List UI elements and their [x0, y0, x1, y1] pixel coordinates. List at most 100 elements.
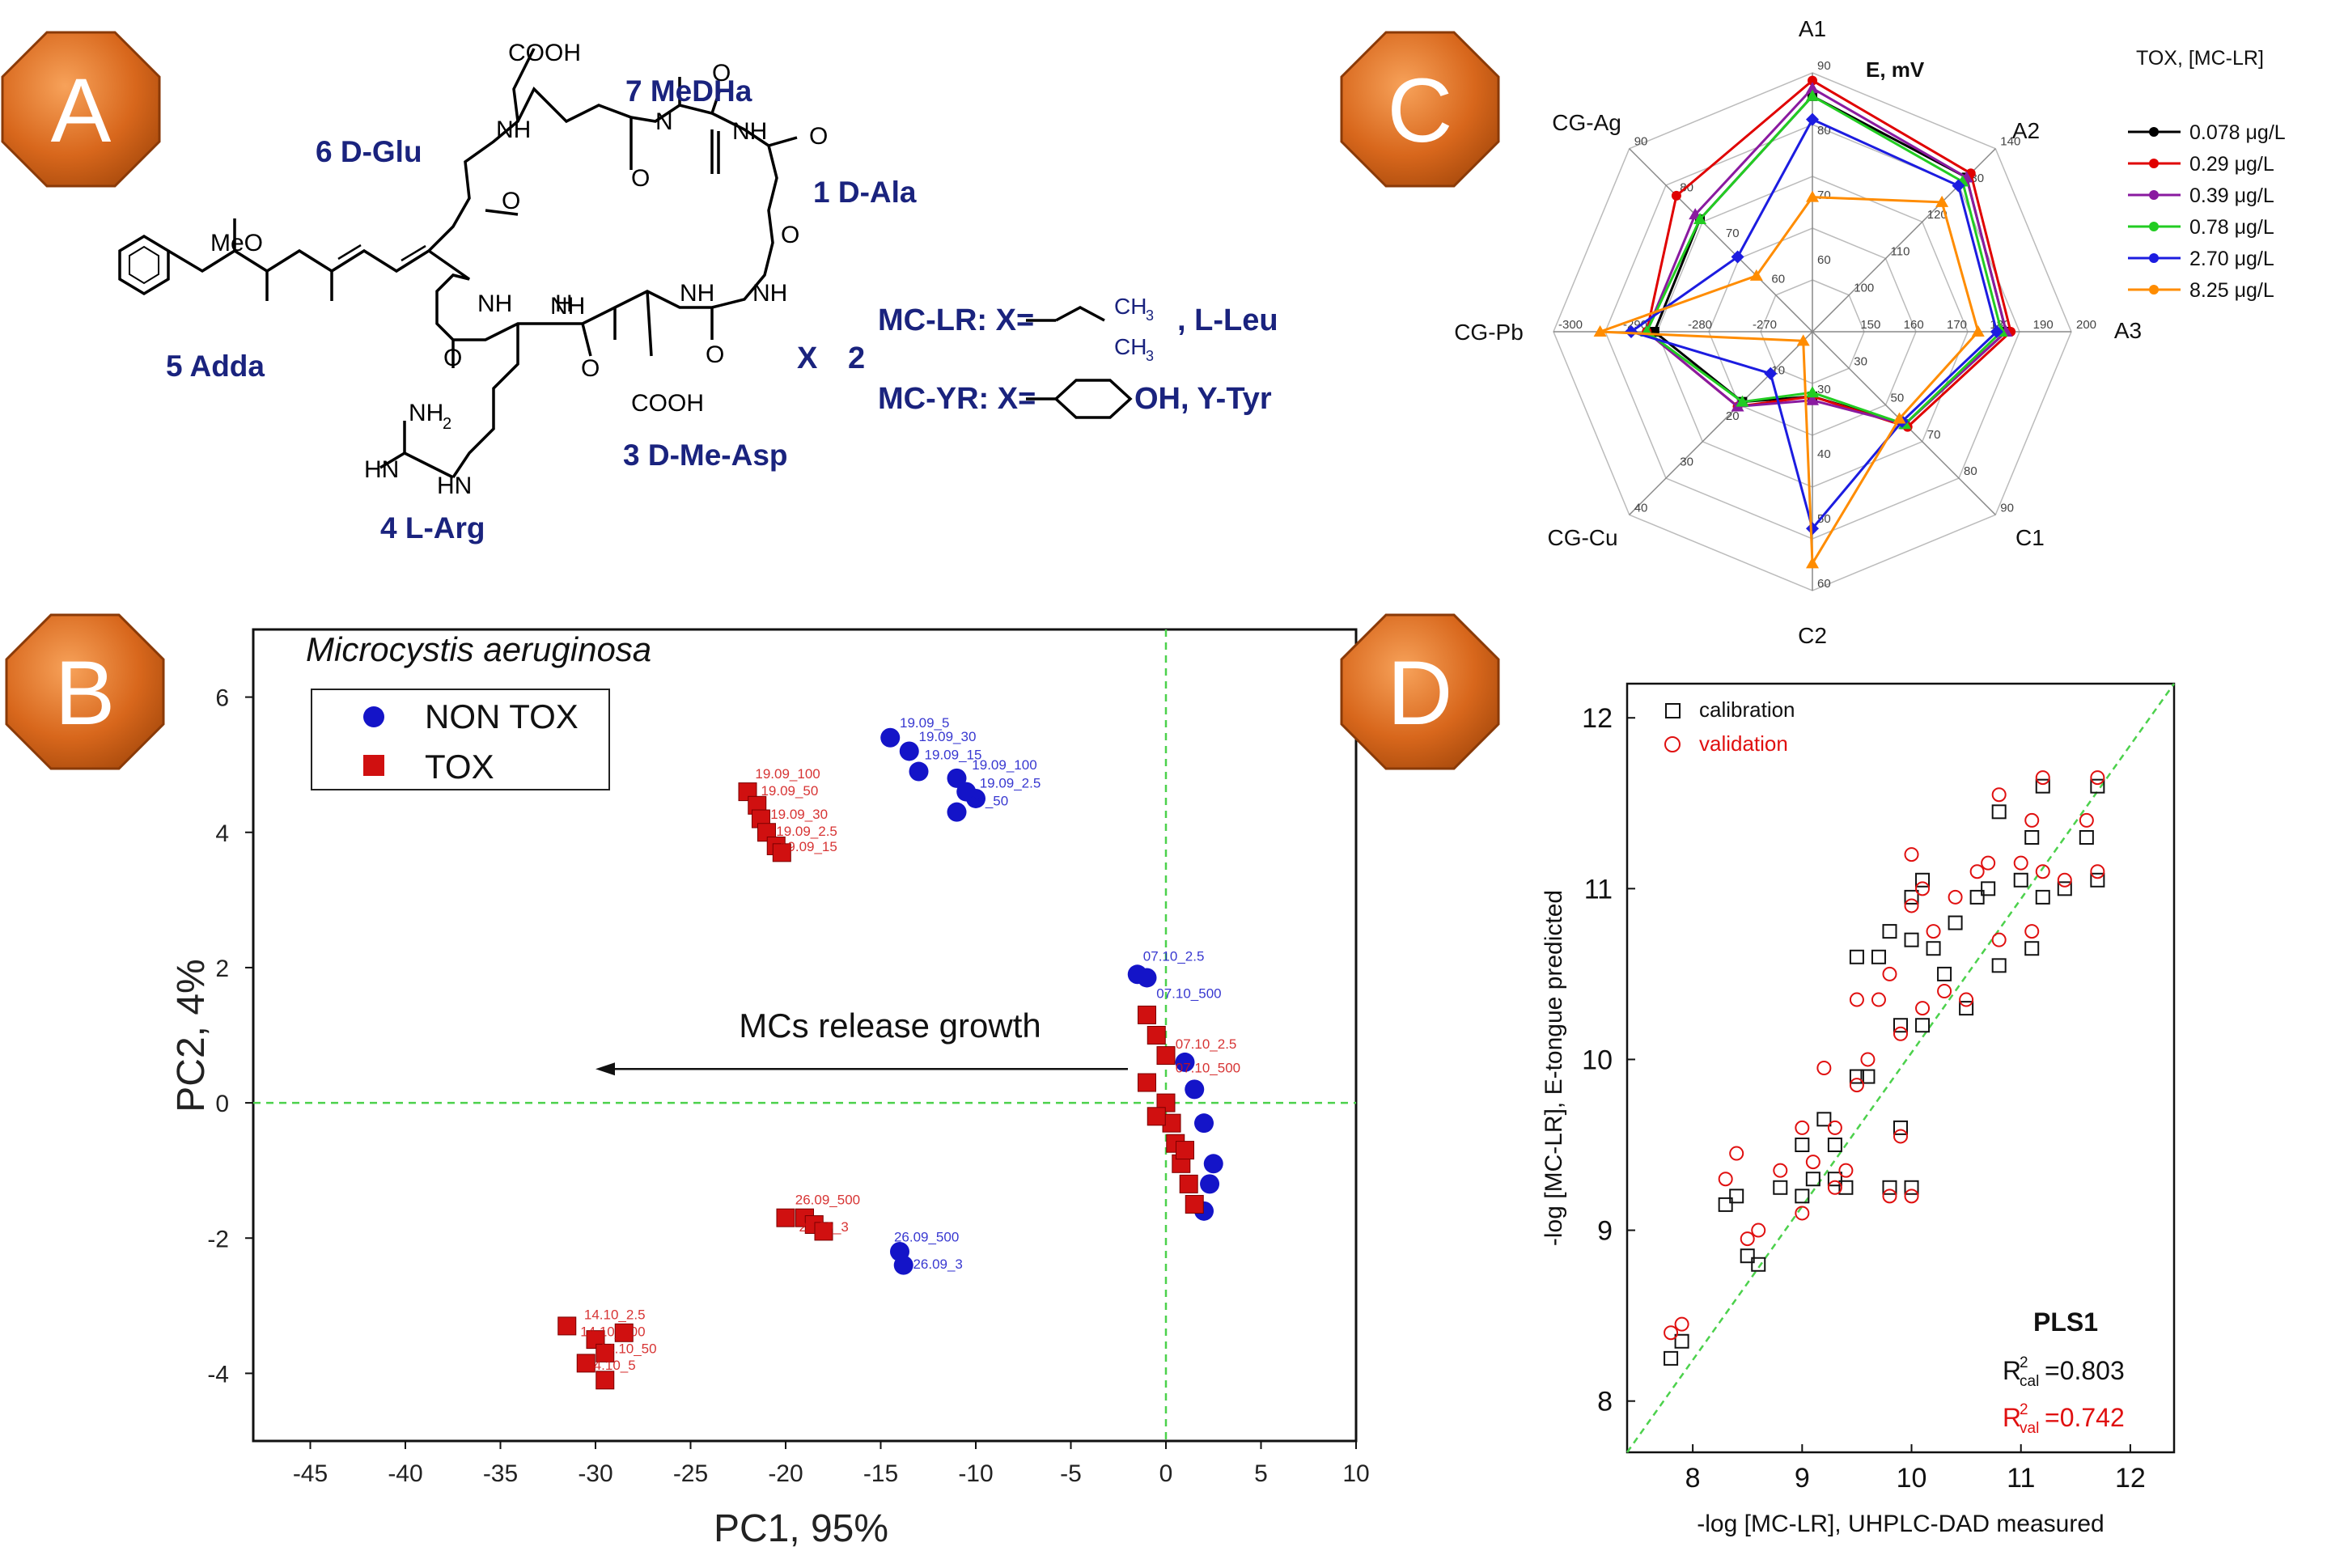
pca-point-tox — [596, 1371, 615, 1390]
radar-marker — [1990, 325, 2003, 338]
radar-tick-label: 160 — [1904, 318, 1924, 332]
pls-point-validation — [1882, 1189, 1897, 1204]
glu-side-chain — [512, 48, 536, 122]
radar-tick-label: 30 — [1854, 354, 1867, 368]
r2-cal-value: =0.803 — [2045, 1356, 2125, 1385]
pls-point-validation — [1664, 1325, 1679, 1341]
pls-point-calibration — [2013, 872, 2028, 888]
radar-tick-label: 150 — [1860, 318, 1880, 332]
tyrosine-ring — [1053, 379, 1133, 419]
o-label-7: O — [706, 341, 724, 368]
pca-point-non-tox — [1203, 1154, 1223, 1174]
pls-point-calibration — [2090, 778, 2105, 794]
pca-point-non-tox — [1175, 1052, 1195, 1072]
pls-point-calibration — [1740, 1248, 1755, 1264]
pca-point-label: 19.09_2.5 — [980, 776, 1041, 791]
radar-axis-labels: A1 A2 A3 C1 C2 CG-Cu CG-Pb CG-Ag — [1454, 16, 2142, 648]
legend-validation-label: validation — [1699, 731, 1788, 756]
radar-series-line — [1600, 196, 1980, 568]
pca-point-tox — [1147, 1107, 1166, 1126]
pls-point-calibration — [1904, 1180, 1919, 1195]
pls-point-calibration — [1959, 1001, 1974, 1016]
radar-marker — [1796, 334, 1810, 346]
pca-point-tox — [1138, 1005, 1156, 1024]
pls-ylabel: -log [MC-LR], E-tongue predicted — [1541, 890, 1567, 1246]
pls-point-validation — [1904, 847, 1919, 862]
radar-legend-marker — [2149, 159, 2159, 168]
radar-legend-label: 2.70 μg/L — [2189, 248, 2274, 270]
pca-xtick-label: -10 — [958, 1460, 993, 1487]
radar-legend-label: 0.39 μg/L — [2189, 184, 2274, 207]
phenyl-ring — [118, 234, 170, 296]
pls-point-calibration — [1904, 889, 1919, 905]
radar-marker — [1749, 269, 1763, 281]
pls-point-calibration — [1893, 1018, 1908, 1033]
radar-legend-marker — [2149, 285, 2159, 295]
pca-ytick-label: -2 — [207, 1226, 229, 1252]
pls-point-calibration — [1674, 1333, 1689, 1349]
ch3-b: CH — [1114, 334, 1147, 359]
radar-legend-label: 0.078 μg/L — [2189, 121, 2286, 144]
nh2-sub: 2 — [443, 415, 451, 433]
structure-atoms: NH COOH O N O NH O NH O NH NH NH H O O O… — [210, 40, 828, 499]
mc-lr-prefix: MC-LR: X= — [878, 303, 1034, 337]
radar-marker — [1935, 195, 1949, 207]
pca-point-label: 19.09_50 — [761, 783, 818, 799]
pls-point-validation — [1915, 881, 1931, 896]
pls-point-validation — [1948, 889, 1963, 905]
pca-point-tox — [1156, 1046, 1176, 1066]
pls-point-calibration — [2090, 872, 2105, 888]
pls-point-calibration — [1664, 1350, 1679, 1366]
cooh-label-2: COOH — [631, 390, 704, 417]
phenyl-inner — [129, 245, 159, 285]
radar-spoke — [1629, 148, 1813, 333]
pls-point-calibration — [1871, 949, 1886, 964]
adda-chain — [167, 248, 430, 273]
pca-point-non-tox — [947, 802, 967, 822]
r2-cal-letter: R — [2003, 1356, 2021, 1385]
radar-marker — [1806, 190, 1819, 202]
cooh-label-1: COOH — [508, 40, 581, 66]
pca-guides — [253, 629, 1356, 1441]
pls-point-calibration — [2079, 830, 2094, 845]
nh-label-5: NH — [550, 293, 585, 320]
radar-marker — [1693, 213, 1707, 225]
pls-point-validation — [2090, 770, 2105, 786]
radar-tick-label: 90 — [2000, 501, 2014, 515]
radar-tick-label: 120 — [1927, 208, 1948, 222]
residue-4: 4 L-Arg — [380, 511, 485, 545]
radar-tick-label: -270 — [1753, 318, 1777, 332]
pls-point-calibration — [1991, 958, 2007, 973]
pca-legend: NON TOX TOX — [311, 689, 610, 790]
pls-ytick-label: 10 — [1582, 1045, 1613, 1075]
pls-point-validation — [1981, 855, 1996, 871]
radar-tick-label: 60 — [1817, 253, 1831, 267]
radar-marker — [1806, 89, 1819, 101]
pls-point-validation — [1718, 1172, 1733, 1187]
radar-tick-label: 190 — [2033, 318, 2054, 332]
mc-yr-prefix: MC-YR: X= — [878, 382, 1036, 416]
x-position: X — [797, 341, 818, 375]
panel-b-pca: B -45 -40 -35 -30 -25 -20 -15 -10 -5 0 5 106420-2-4… — [5, 613, 1370, 1550]
pls-point-validation — [2024, 812, 2040, 828]
badge-d: D — [1340, 613, 1500, 770]
pls-point-validation — [1729, 1146, 1744, 1161]
pls-point-calibration — [2024, 941, 2040, 956]
pls-point-validation — [1827, 1180, 1842, 1195]
pca-ytick-label: 4 — [215, 820, 229, 847]
pls-xtick-label: 12 — [2115, 1463, 2146, 1494]
pls-point-calibration — [1991, 804, 2007, 820]
pls-point-calibration — [1915, 1018, 1931, 1033]
pls-legend: calibration validation — [1664, 697, 1795, 756]
badge-d-letter: D — [1388, 642, 1453, 744]
ch3-b-sub: 3 — [1146, 348, 1154, 364]
legend-tox-marker — [363, 755, 384, 776]
pca-point-label: 19.09_15 — [925, 747, 982, 762]
residue-3: 3 D-Me-Asp — [623, 439, 788, 472]
arg-guanidine-1 — [404, 451, 454, 479]
radar-tick-label: 200 — [2076, 318, 2096, 332]
pca-point-label: 09_50 — [970, 793, 1008, 808]
n-label: N — [655, 108, 673, 135]
